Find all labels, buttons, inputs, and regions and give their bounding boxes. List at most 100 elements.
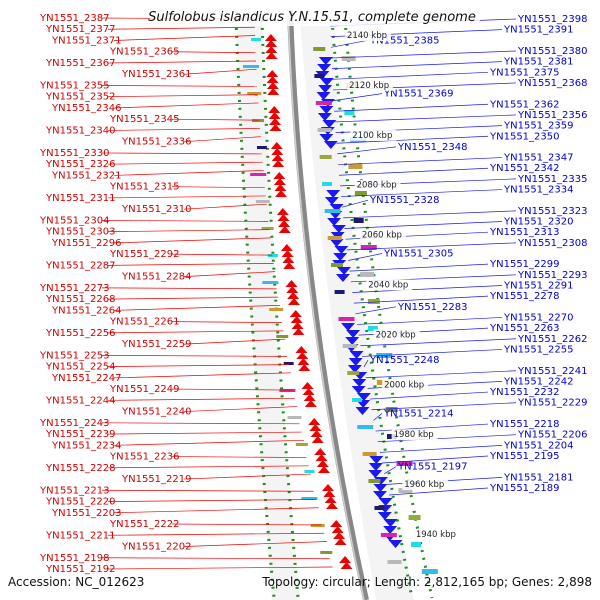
forward-gene-arrow <box>289 310 302 317</box>
feature-block <box>367 299 380 304</box>
right-leader-line <box>357 317 503 325</box>
feature-block <box>367 326 378 331</box>
left-gene-label: YN1551_2355 <box>39 80 110 91</box>
right-gene-label: YN1551_2347 <box>503 153 574 164</box>
left-gene-label: YN1551_2203 <box>51 508 122 519</box>
reverse-gene-arrow <box>319 134 334 142</box>
reverse-gene-arrow <box>388 540 403 548</box>
left-gene-label: YN1551_2303 <box>45 227 116 238</box>
left-gene-label: YN1551_2219 <box>121 474 192 485</box>
left-leader-line <box>113 170 264 176</box>
right-leader-line <box>342 199 369 208</box>
reverse-gene-arrow <box>322 120 337 128</box>
kbp-label: 2040 kbp <box>368 281 408 291</box>
right-gene-label: YN1551_2305 <box>383 249 454 260</box>
left-gene-label: YN1551_2287 <box>45 260 116 271</box>
forward-gene-arrow <box>314 448 327 455</box>
right-leader-line <box>355 306 397 315</box>
left-leader-line <box>113 372 291 379</box>
kbp-label-bg <box>359 229 406 241</box>
forward-strand-genes <box>264 34 353 569</box>
reverse-gene-arrow <box>355 407 370 415</box>
right-gene-label: YN1551_2218 <box>489 419 560 430</box>
left-gene-label: YN1551_2310 <box>121 204 192 215</box>
right-gene-label: YN1551_2348 <box>397 142 468 153</box>
left-gene-label: YN1551_2261 <box>109 317 180 328</box>
feature-block <box>313 47 326 51</box>
right-leader-line <box>338 157 503 165</box>
left-gene-label: YN1551_2249 <box>109 384 180 395</box>
forward-gene-arrow <box>290 316 303 323</box>
left-leader-line <box>113 305 280 311</box>
kbp-label-bg <box>373 329 420 341</box>
kbp-label: 2140 kbp <box>347 31 387 41</box>
forward-gene-arrow <box>339 556 352 563</box>
right-leader-line <box>334 103 489 112</box>
forward-gene-arrow <box>287 292 300 299</box>
right-leader-line <box>379 445 503 453</box>
left-gene-label: YN1551_2304 <box>39 215 110 226</box>
outer-ring-track <box>236 20 300 600</box>
right-gene-label: YN1551_2313 <box>489 227 560 238</box>
feature-block <box>357 425 374 429</box>
kbp-label: 1940 kbp <box>416 530 456 540</box>
left-gene-label: YN1551_2268 <box>45 294 116 305</box>
forward-gene-arrow <box>324 496 337 503</box>
kbp-label: 1980 kbp <box>394 430 434 440</box>
feature-block <box>362 452 377 456</box>
reverse-gene-arrow <box>329 239 344 247</box>
forward-gene-arrow <box>333 532 346 539</box>
right-gene-label: YN1551_2299 <box>489 259 560 270</box>
left-leader-line <box>107 532 325 536</box>
forward-gene-arrow <box>283 262 296 269</box>
left-gene-label: YN1551_2213 <box>39 485 110 496</box>
feature-block <box>408 515 421 520</box>
reverse-gene-arrow <box>323 141 338 149</box>
left-gene-label: YN1551_2367 <box>45 58 116 69</box>
left-leader-line <box>183 473 312 480</box>
feature-block <box>262 281 279 284</box>
forward-gene-arrow <box>273 178 286 185</box>
reverse-gene-arrow <box>368 470 383 478</box>
forward-gene-arrow <box>282 256 295 263</box>
forward-gene-arrow <box>331 526 344 533</box>
left-leader-line <box>113 439 304 446</box>
right-leader-line <box>339 167 489 176</box>
feature-block <box>342 344 357 348</box>
feature-block <box>287 416 302 419</box>
right-gene-label: YN1551_2334 <box>503 185 574 196</box>
left-leader-line <box>107 161 263 165</box>
left-gene-label: YN1551_2234 <box>51 440 122 451</box>
right-gene-label: YN1551_2229 <box>517 398 588 409</box>
kbp-label-bg <box>402 479 449 491</box>
reverse-gene-arrow <box>346 330 361 338</box>
left-leader-line <box>107 60 257 64</box>
reverse-gene-arrow <box>326 190 341 198</box>
reverse-gene-arrow <box>324 197 339 205</box>
left-leader-line <box>101 85 258 87</box>
feature-block <box>411 542 422 547</box>
feature-block <box>250 38 261 41</box>
kbp-label: 2000 kbp <box>384 380 424 390</box>
forward-gene-arrow <box>265 40 278 47</box>
forward-gene-arrow <box>268 106 281 113</box>
right-leader-line <box>384 466 397 474</box>
reverse-gene-arrow <box>318 57 333 65</box>
kbp-label-bg <box>354 179 401 191</box>
left-gene-label: YN1551_2361 <box>121 69 192 80</box>
reverse-gene-arrow <box>331 225 346 233</box>
right-gene-label: YN1551_2181 <box>503 472 574 483</box>
feature-block <box>301 497 318 500</box>
forward-gene-arrow <box>266 76 279 83</box>
kbp-label: 2020 kbp <box>376 330 416 340</box>
left-gene-label: YN1551_2315 <box>109 182 180 193</box>
right-leader-line <box>365 370 517 379</box>
left-gene-label: YN1551_2220 <box>45 497 116 508</box>
left-gene-label: YN1551_2264 <box>51 305 122 316</box>
feature-block <box>267 254 278 257</box>
forward-gene-arrow <box>267 88 280 95</box>
reverse-gene-arrow <box>317 64 332 72</box>
left-leader-line <box>107 364 290 367</box>
left-gene-label: YN1551_2198 <box>39 553 110 564</box>
forward-gene-arrow <box>269 124 282 131</box>
